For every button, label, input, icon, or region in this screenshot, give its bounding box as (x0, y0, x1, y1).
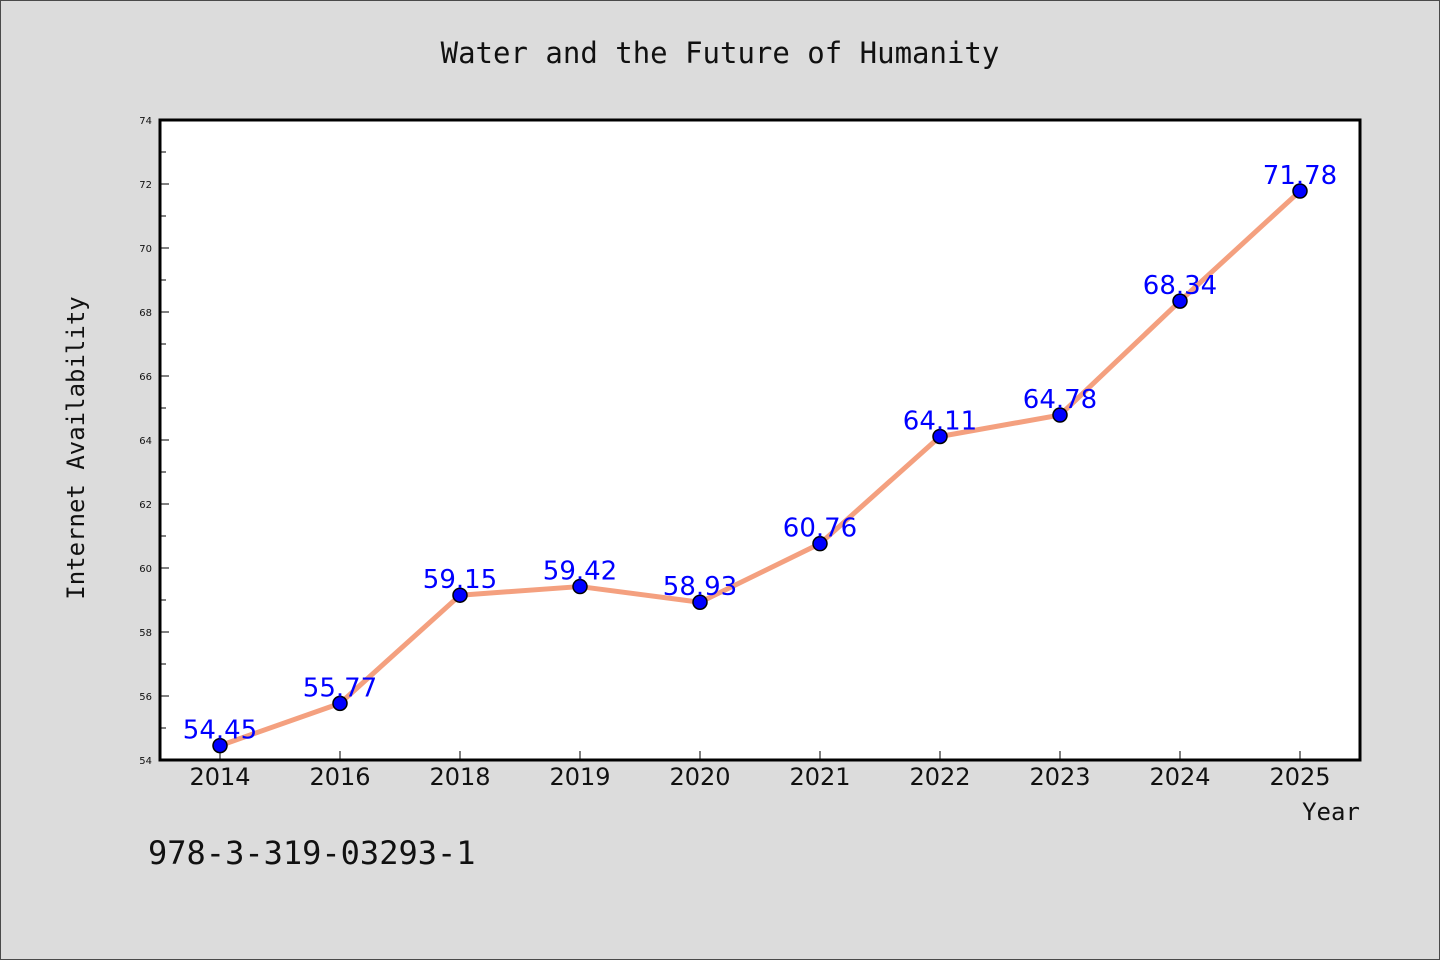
x-tick-label: 2025 (1269, 763, 1330, 791)
y-tick-label: 72 (139, 180, 152, 191)
y-tick-label: 62 (139, 500, 152, 511)
y-tick-label: 54 (139, 756, 152, 767)
data-label: 68.34 (1143, 271, 1217, 301)
plot-area (158, 118, 1362, 762)
y-tick-label: 60 (139, 564, 152, 575)
data-label: 64.78 (1023, 385, 1097, 415)
x-tick-label: 2016 (309, 763, 370, 791)
y-tick-label: 64 (139, 436, 152, 447)
data-label: 58.93 (663, 572, 737, 602)
x-tick-label: 2018 (429, 763, 490, 791)
x-axis: 2014 2016 2018 2019 2020 2021 2022 2023 2024 2025 (189, 751, 1331, 791)
data-label: 54.45 (183, 716, 257, 746)
data-point (1292, 183, 1308, 199)
data-point (212, 737, 228, 754)
y-tick-label: 68 (139, 308, 152, 319)
y-axis: 54 56 58 60 62 64 66 68 70 72 74 (139, 116, 169, 767)
series-markers (212, 183, 1308, 754)
data-point (452, 587, 468, 603)
y-tick-label: 66 (139, 372, 152, 383)
data-label: 59.15 (423, 565, 497, 595)
x-tick-label: 2014 (189, 763, 250, 791)
data-point (932, 428, 948, 445)
data-labels: 54.45 55.77 59.15 59.42 58.93 60.76 64.11 64.78… (183, 161, 1337, 746)
data-point (1172, 293, 1188, 309)
isbn-label: 978-3-319-03293-1 (148, 834, 476, 872)
x-tick-label: 2022 (909, 763, 970, 791)
data-label: 59.42 (543, 557, 617, 587)
data-point (1052, 407, 1068, 423)
y-tick-label: 58 (139, 628, 152, 639)
y-tick-label: 74 (139, 116, 152, 127)
x-tick-label: 2023 (1029, 763, 1090, 791)
data-label: 64.11 (903, 406, 977, 436)
data-point (692, 594, 708, 610)
x-tick-label: 2024 (1149, 763, 1210, 791)
x-tick-label: 2020 (669, 763, 730, 791)
chart-title: Water and the Future of Humanity (441, 36, 1000, 70)
x-axis-title: Year (1302, 798, 1360, 826)
data-point (332, 695, 348, 712)
y-tick-label: 56 (139, 692, 152, 703)
y-axis-title: Internet Availability (62, 296, 90, 599)
data-point (572, 578, 588, 595)
series-line (217, 188, 1303, 749)
data-label: 55.77 (303, 673, 377, 703)
data-point (812, 535, 828, 552)
data-label: 71.78 (1263, 161, 1337, 191)
x-tick-label: 2021 (789, 763, 850, 791)
x-tick-label: 2019 (549, 763, 610, 791)
y-tick-label: 70 (139, 244, 152, 255)
data-label: 60.76 (783, 514, 857, 544)
